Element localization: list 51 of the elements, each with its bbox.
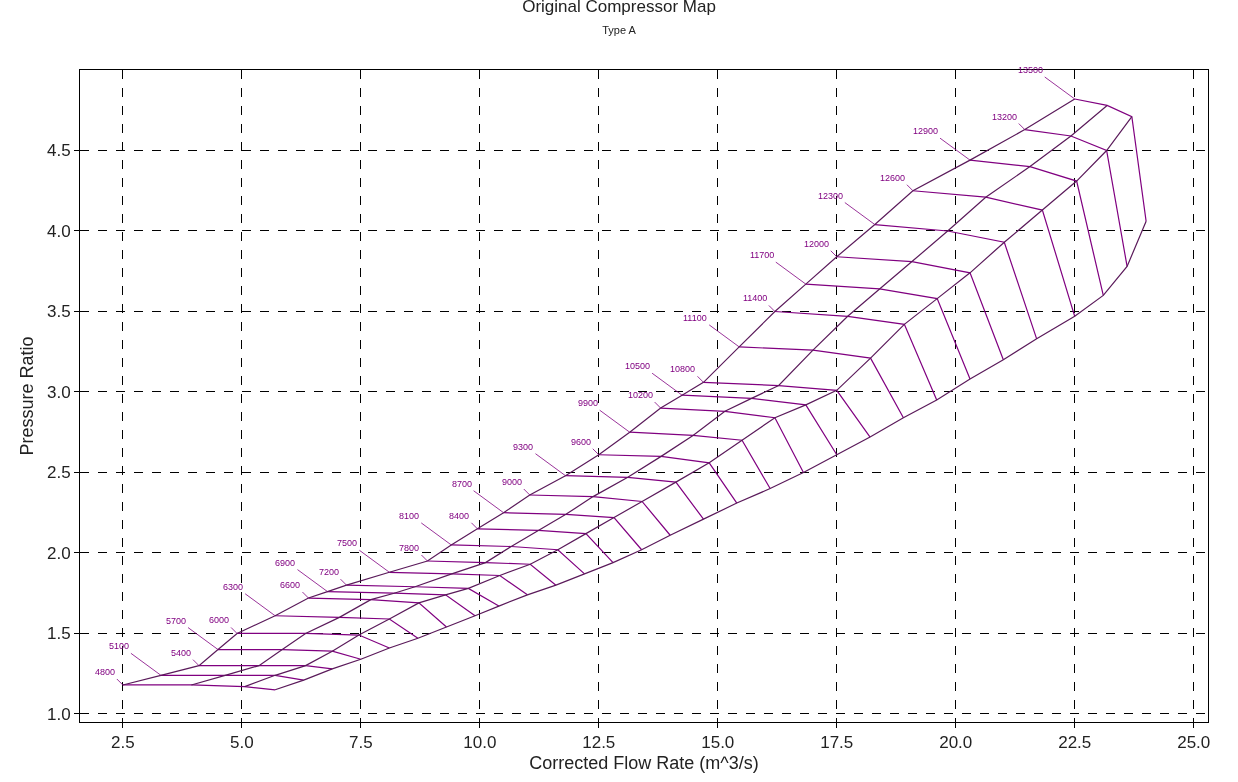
x-tick-label: 2.5: [111, 733, 135, 753]
y-tick-label: 4.0: [46, 221, 71, 241]
text: 11100: [683, 313, 707, 323]
y-axis-title: Pressure Ratio: [17, 336, 38, 456]
y-tick-label: 4.5: [46, 141, 71, 161]
text: 5100: [109, 641, 130, 651]
text: 5700: [166, 616, 187, 626]
text: 8100: [399, 511, 420, 521]
text: 8700: [452, 479, 473, 489]
series-label: 12600: [880, 173, 906, 183]
y-tick-label: 2.0: [46, 543, 71, 563]
series-label: 10800: [670, 364, 696, 374]
chart-subtitle: Type A: [602, 23, 637, 36]
series-label: 5400: [171, 648, 192, 658]
x-tick-label: 10.0: [463, 733, 497, 753]
series-label: 10200: [628, 390, 654, 400]
text: 6900: [275, 558, 296, 568]
text: 10500: [625, 361, 651, 371]
text: 9900: [578, 398, 599, 408]
series-label: 6000: [209, 615, 230, 625]
x-tick-label: 22.5: [1058, 733, 1092, 753]
series-label: 7800: [399, 543, 420, 553]
x-tick-label: 17.5: [820, 733, 854, 753]
series-label: 7200: [319, 567, 340, 577]
y-tick-label: 3.5: [46, 302, 71, 322]
text: 7500: [337, 538, 358, 548]
y-tick-label: 1.5: [46, 624, 71, 644]
text: 9300: [513, 442, 534, 452]
series-label: 11400: [743, 293, 768, 303]
text: 6300: [223, 582, 244, 592]
series-label: 12000: [804, 239, 830, 249]
x-tick-label: 12.5: [582, 733, 616, 753]
series-label: 8400: [449, 511, 470, 521]
x-tick-label: 20.0: [939, 733, 973, 753]
series-label: 6600: [280, 580, 301, 590]
series-label: 4800: [95, 667, 116, 677]
x-tick-label: 5.0: [230, 733, 254, 753]
y-tick-label: 3.0: [46, 382, 71, 402]
y-tick-label: 2.5: [46, 463, 71, 483]
text: 12300: [818, 191, 844, 201]
x-axis-title: Corrected Flow Rate (m^3/s): [529, 752, 759, 773]
text: 11700: [750, 250, 775, 260]
x-tick-label: 7.5: [348, 733, 373, 753]
series-label: 9000: [502, 477, 523, 487]
series-label: 9600: [571, 437, 592, 447]
x-tick-label: 25.0: [1177, 733, 1211, 753]
text: 12900: [913, 126, 939, 136]
x-tick-label: 15.0: [701, 733, 735, 753]
y-tick-label: 1.0: [46, 704, 71, 724]
chart-title: Original Compressor Map: [522, 0, 716, 16]
series-label: 13200: [992, 112, 1018, 122]
